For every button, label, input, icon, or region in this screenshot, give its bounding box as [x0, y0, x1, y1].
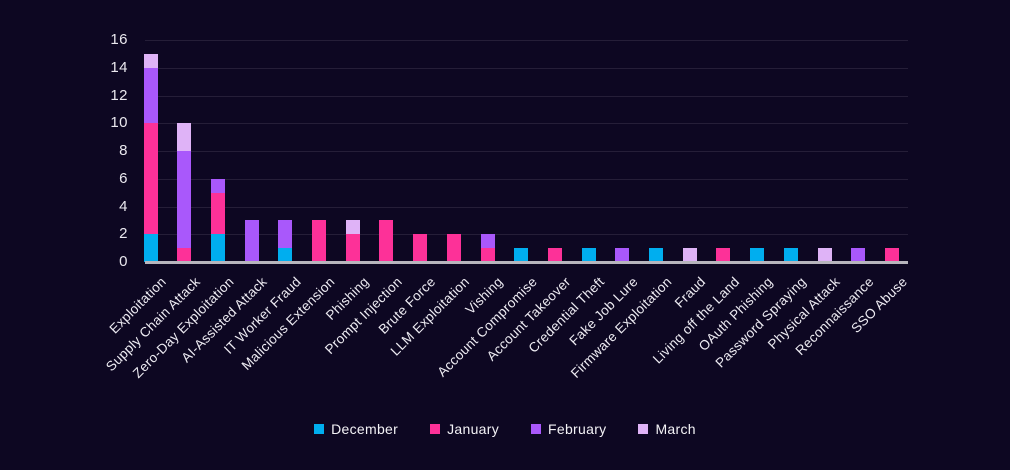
bar-vishing	[480, 234, 495, 262]
bar-oauth-phishing	[750, 248, 765, 262]
legend-swatch-icon	[638, 424, 649, 434]
legend-swatch-icon	[531, 424, 542, 434]
gridline	[145, 123, 908, 125]
bar-segment-march	[817, 248, 832, 262]
gridline	[145, 234, 908, 236]
bar-segment-january	[884, 248, 899, 262]
legend-item-december: December	[314, 421, 398, 437]
legend-label: January	[447, 421, 500, 437]
legend-label: March	[655, 421, 696, 437]
bar-segment-january	[547, 248, 562, 262]
bar-segment-march	[682, 248, 697, 262]
gridline	[145, 178, 908, 180]
bar-segment-december	[210, 234, 225, 262]
bar-account-takeover	[547, 248, 562, 262]
bar-segment-february	[244, 220, 259, 262]
gridline	[145, 67, 908, 69]
y-tick-label: 12	[110, 86, 128, 104]
bar-account-compromise	[514, 248, 529, 262]
bar-segment-february	[278, 220, 293, 249]
bar-segment-january	[143, 123, 158, 235]
legend-swatch-icon	[430, 424, 441, 434]
bar-segment-december	[649, 248, 663, 262]
y-tick-label: 16	[110, 31, 128, 49]
bar-phishing	[345, 220, 360, 262]
bar-credential-theft	[581, 248, 596, 262]
bar-it-worker-fraud	[278, 220, 293, 262]
bar-segment-january	[480, 248, 495, 262]
bar-segment-december	[783, 248, 798, 262]
bar-segment-january	[345, 234, 360, 262]
y-tick-label: 2	[119, 225, 128, 243]
legend-label: February	[548, 421, 607, 437]
bar-segment-february	[615, 248, 630, 262]
bar-fraud	[682, 248, 697, 262]
x-axis-line	[145, 261, 908, 264]
bar-segment-february	[177, 151, 192, 249]
bar-reconnaissance	[851, 248, 866, 262]
legend-label: December	[331, 421, 399, 437]
y-tick-label: 10	[110, 114, 128, 132]
y-tick-label: 14	[110, 58, 128, 76]
bar-firmware-exploitation	[649, 248, 663, 262]
bar-segment-january	[210, 192, 225, 235]
y-tick-label: 6	[119, 169, 128, 187]
bar-segment-january	[177, 248, 192, 262]
bar-segment-march	[143, 53, 158, 68]
bar-llm-exploitation	[446, 234, 461, 262]
bar-fake-job-lure	[615, 248, 630, 262]
bar-segment-january	[446, 234, 461, 262]
bar-sso-abuse	[884, 248, 899, 262]
bar-supply-chain-attack	[177, 123, 192, 262]
bar-segment-february	[480, 234, 495, 249]
y-tick-label: 4	[119, 197, 128, 215]
bar-segment-december	[278, 248, 293, 262]
bar-ai-assisted-attack	[244, 220, 259, 262]
bar-segment-february	[851, 248, 866, 262]
bar-exploitation	[143, 53, 158, 262]
gridline	[145, 151, 908, 152]
bar-living-off-the-land	[716, 248, 731, 262]
plot-area: 0 2 4 6 8 10 12 14 16 Exploitation Supply Chain A…	[103, 31, 911, 381]
bar-segment-december	[143, 234, 158, 262]
y-tick-label: 0	[119, 253, 128, 271]
legend-item-march: March	[638, 421, 696, 437]
bar-zero-day-exploitation	[210, 178, 225, 262]
legend-item-february: February	[531, 421, 606, 437]
bar-segment-march	[345, 220, 360, 235]
bar-segment-january	[312, 220, 326, 262]
legend-swatch-icon	[314, 424, 325, 434]
bar-segment-february	[210, 178, 225, 193]
bar-brute-force	[413, 234, 428, 262]
gridline	[145, 40, 908, 41]
gridline	[145, 206, 908, 208]
bar-segment-march	[177, 123, 192, 151]
bar-prompt-injection	[379, 220, 394, 262]
bar-password-spraying	[783, 248, 798, 262]
bar-malicious-extension	[312, 220, 326, 262]
legend: December January February March	[0, 421, 1010, 437]
bar-segment-december	[581, 248, 596, 262]
bar-segment-january	[716, 248, 731, 262]
x-axis-labels: Exploitation Supply Chain Attack Zero-Day …	[103, 262, 911, 402]
gridline	[145, 95, 908, 97]
bar-segment-february	[143, 67, 158, 124]
bar-segment-january	[379, 220, 394, 262]
bar-segment-january	[413, 234, 428, 262]
bar-segment-december	[750, 248, 765, 262]
bar-segment-december	[514, 248, 529, 262]
bars-container	[143, 40, 908, 262]
legend-item-january: January	[430, 421, 499, 437]
bar-physical-attack	[817, 248, 832, 262]
y-tick-label: 8	[119, 142, 128, 160]
